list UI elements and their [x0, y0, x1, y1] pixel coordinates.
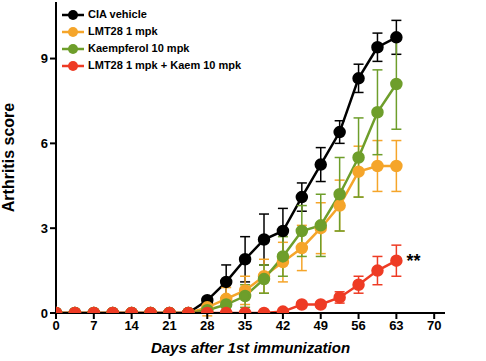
svg-text:63: 63 — [389, 318, 403, 333]
svg-text:49: 49 — [314, 318, 328, 333]
svg-text:70: 70 — [427, 318, 441, 333]
svg-text:56: 56 — [351, 318, 365, 333]
svg-text:0: 0 — [41, 306, 48, 321]
html-text:LMT28 1 mpk: LMT28 1 mpk — [88, 25, 158, 37]
svg-text:6: 6 — [41, 136, 48, 151]
svg-text:42: 42 — [276, 318, 290, 333]
svg-text:0: 0 — [52, 318, 59, 333]
html-text:Kaempferol 10 mpk: Kaempferol 10 mpk — [88, 42, 190, 54]
svg-text:35: 35 — [238, 318, 252, 333]
svg-text:21: 21 — [162, 318, 176, 333]
svg-text:3: 3 — [41, 221, 48, 236]
svg-text:7: 7 — [90, 318, 97, 333]
svg-text:14: 14 — [124, 318, 139, 333]
svg-text:9: 9 — [41, 51, 48, 66]
html-text:LMT28 1 mpk + Kaem 10 mpk: LMT28 1 mpk + Kaem 10 mpk — [88, 59, 242, 71]
html-text:CIA vehicle: CIA vehicle — [88, 8, 147, 20]
svg-text:28: 28 — [200, 318, 214, 333]
svg-text:Days after 1st immunization: Days after 1st immunization — [151, 339, 350, 356]
svg-text:**: ** — [406, 251, 420, 271]
svg-text:Arthritis score: Arthritis score — [8, 103, 17, 212]
